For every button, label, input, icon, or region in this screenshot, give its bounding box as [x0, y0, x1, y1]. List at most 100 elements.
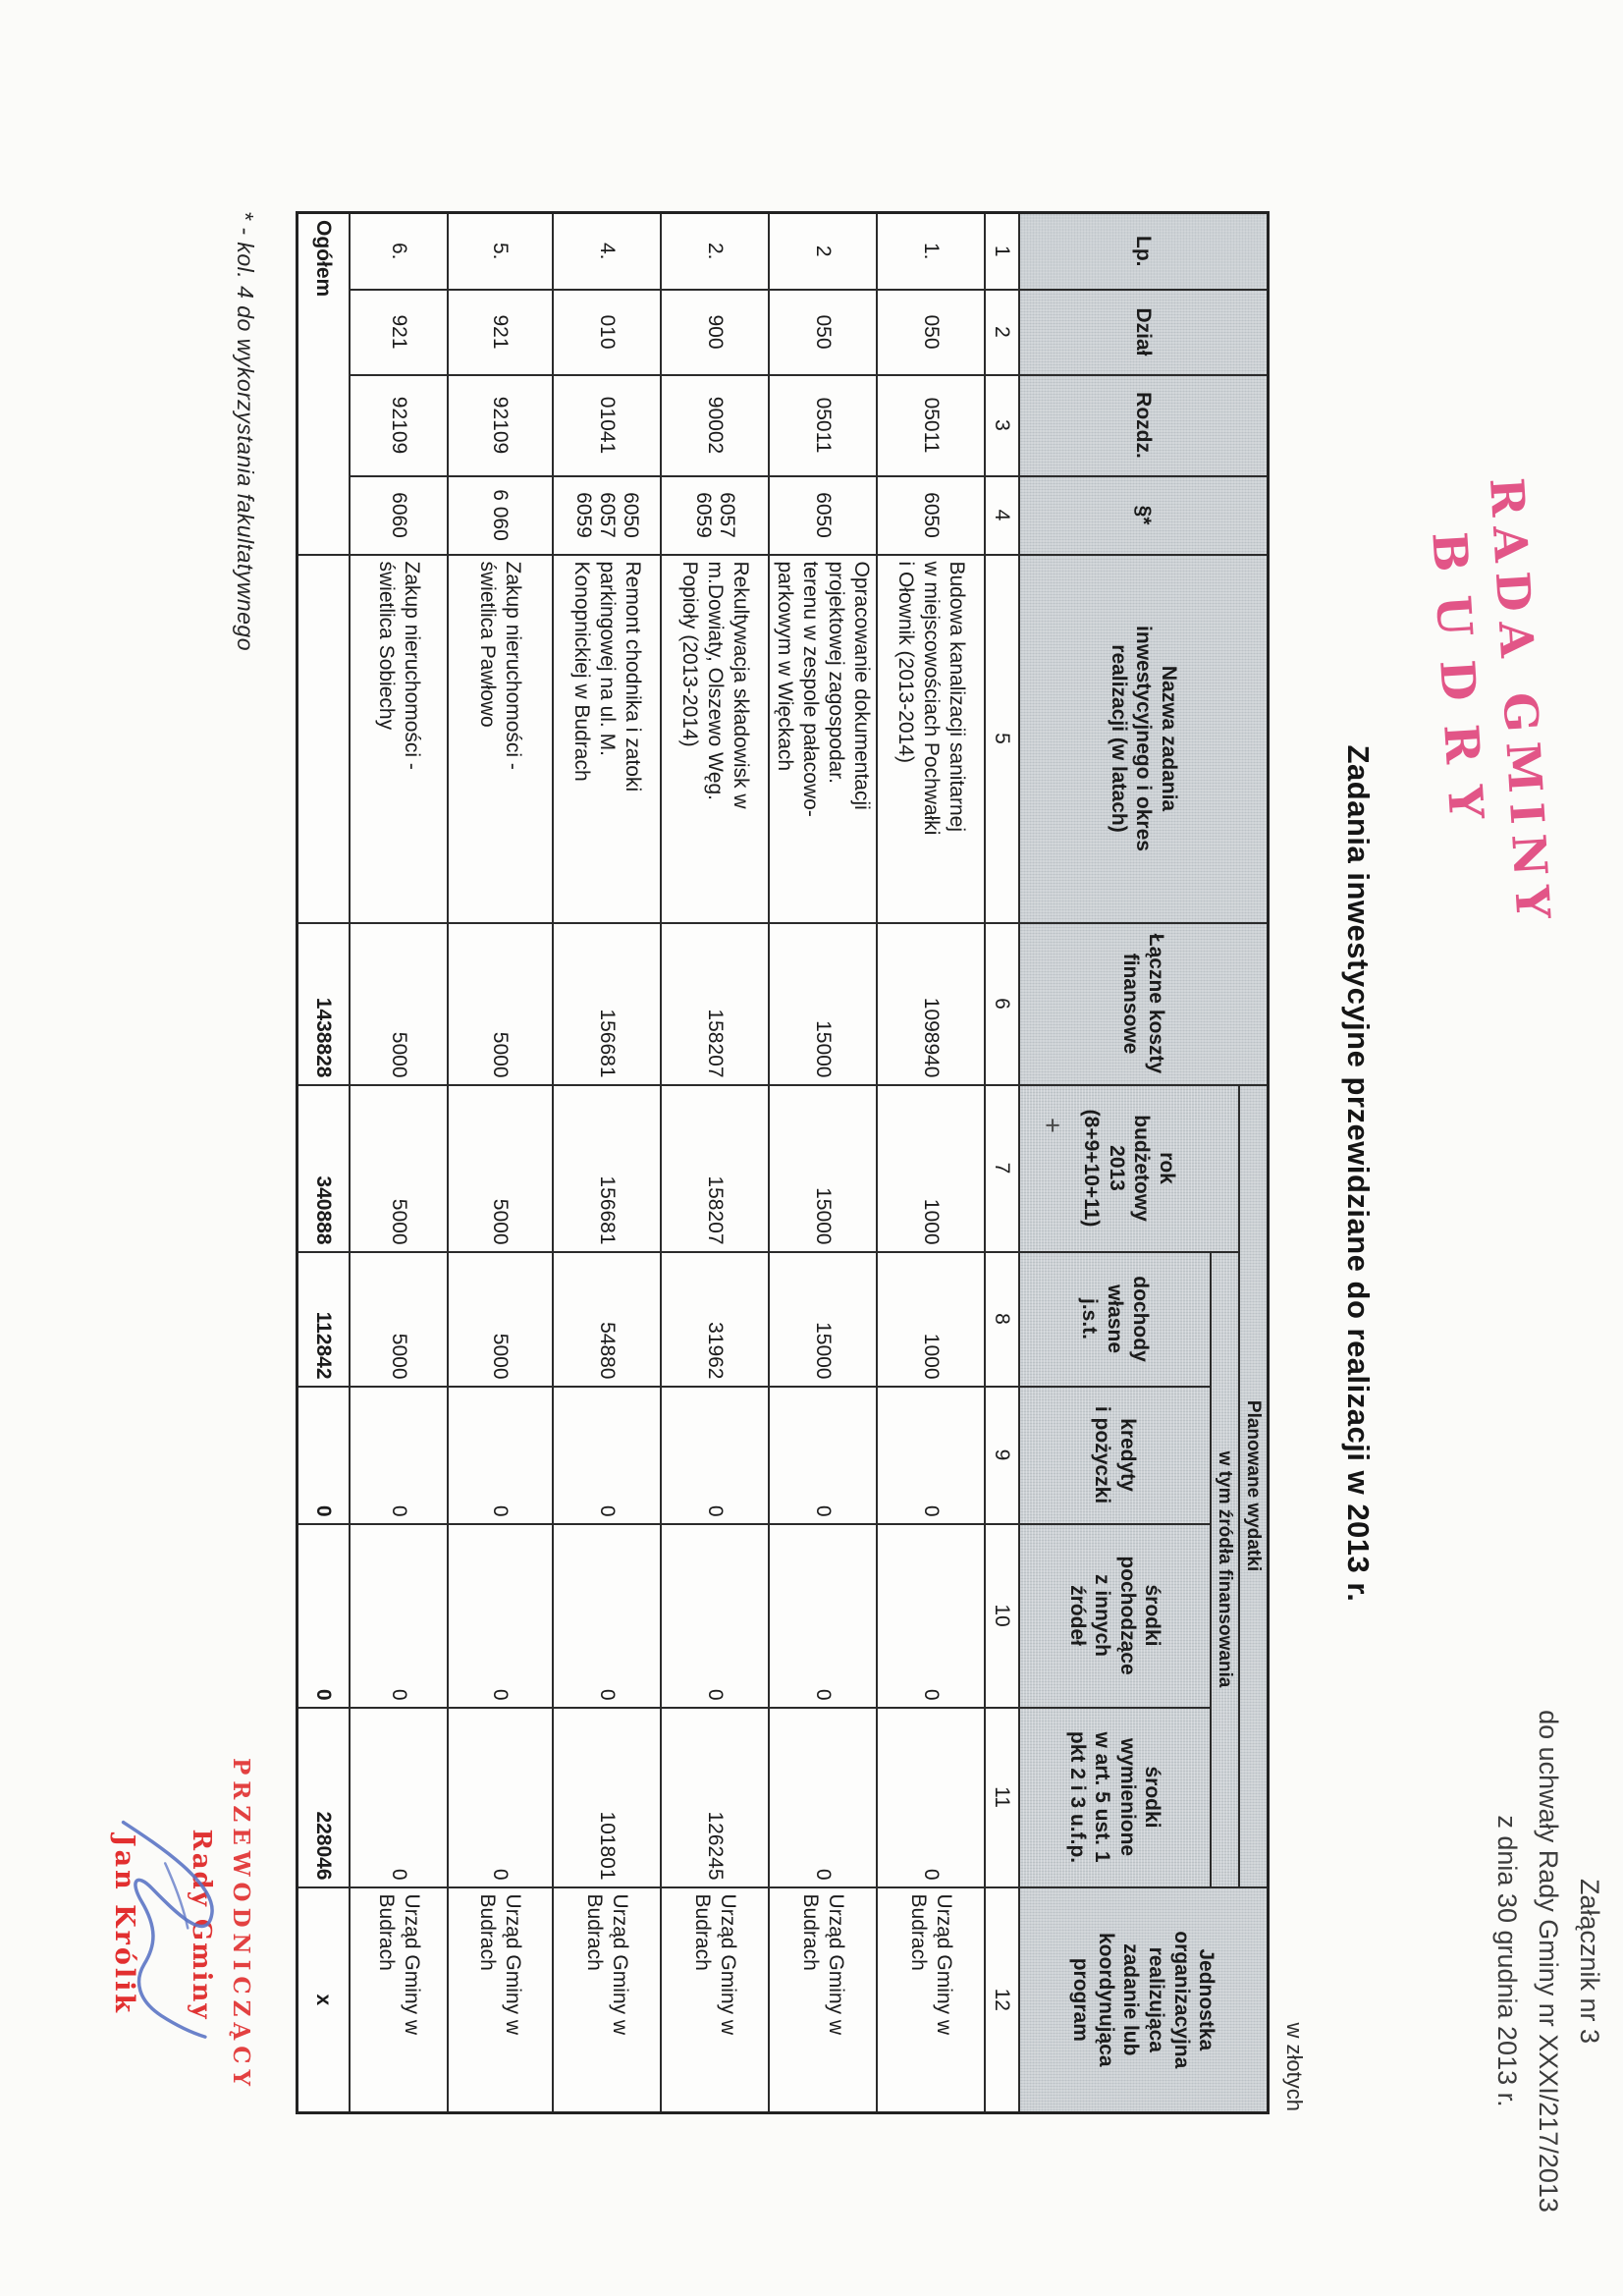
- cell-jednostka: Urząd Gminy w Budrach: [447, 1886, 553, 2113]
- column-number: 12: [984, 1886, 1019, 2113]
- column-number-row: 1 2 3 4 5 6 7 8 9 10 11 12: [984, 212, 1019, 2113]
- header-paragraf: §*: [1018, 475, 1269, 555]
- page-title: Zadania inwestycyjne przewidziane do rea…: [1341, 744, 1376, 1603]
- cell-dzial: 050: [768, 289, 877, 375]
- cell-paragraf: 6050: [768, 475, 877, 555]
- attachment-line-1: Załącznik nr 3: [1575, 1878, 1604, 2045]
- header-dochody-wlasne: dochody własne j.s.t.: [1018, 1251, 1211, 1387]
- attachment-line-3: z dnia 30 grudnia 2013 r.: [1492, 1815, 1523, 2107]
- column-number: 3: [984, 374, 1019, 476]
- signature-scribble: [121, 1820, 214, 2039]
- column-number: 11: [984, 1707, 1019, 1887]
- cell-jednostka: Urząd Gminy w Budrach: [349, 1886, 448, 2113]
- cell-dochody: 54880: [552, 1251, 661, 1387]
- header-lp: Lp.: [1018, 212, 1269, 290]
- table-row: 1. 050 05011 6050 Budowa kanalizacji san…: [876, 212, 985, 2113]
- table-row: 2 050 05011 6050 Opracowanie dokumentacj…: [768, 212, 877, 2113]
- cell-lp: 4.: [552, 212, 661, 290]
- cell-lp: 2: [768, 212, 877, 290]
- cell-lp: 6.: [349, 212, 448, 290]
- cell-dzial: 921: [349, 289, 448, 375]
- total-row: Ogółem 1438828 340888 112842 0 0 228046 …: [297, 212, 350, 2113]
- column-number: 2: [984, 289, 1019, 375]
- cell-srodki-inne: 0: [660, 1523, 769, 1708]
- cell-lp: 2.: [660, 212, 769, 290]
- cell-laczne: 5000: [349, 922, 448, 1085]
- stray-pen-mark: +: [1038, 1118, 1067, 1133]
- cell-srodki-wym: 0: [768, 1707, 877, 1887]
- cell-srodki-inne: 0: [349, 1523, 448, 1708]
- table-row: 2. 900 90002 6057 6059 Rekultywacja skła…: [660, 212, 769, 2113]
- cell-jednostka: Urząd Gminy w Budrach: [660, 1886, 769, 2113]
- cell-nazwa: Zakup nieruchomości - świetlica Pawłowo: [447, 554, 553, 923]
- cell-dzial: 900: [660, 289, 769, 375]
- cell-rozdz: 01041: [552, 374, 661, 476]
- cell-dzial: 921: [447, 289, 553, 375]
- cell-nazwa: Budowa kanalizacji sanitarnej w miejscow…: [876, 554, 985, 923]
- total-jednostka: x: [297, 1886, 350, 2113]
- total-laczne: 1438828: [297, 922, 350, 1085]
- cell-rok: 156681: [552, 1084, 661, 1252]
- cell-kredyty: 0: [876, 1386, 985, 1524]
- cell-nazwa: Zakup nieruchomości - świetlica Sobiechy: [349, 554, 448, 923]
- signature-block: PRZEWODNICZĄCY Rady Gminy Jan Królik: [82, 1753, 254, 2097]
- cell-dochody: 5000: [447, 1251, 553, 1387]
- cell-rok: 5000: [349, 1084, 448, 1252]
- cell-srodki-inne: 0: [768, 1523, 877, 1708]
- cell-paragraf: 6 060: [447, 475, 553, 555]
- table-row: 4. 010 01041 6050 6057 6059 Remont chodn…: [552, 212, 661, 2113]
- cell-dzial: 050: [876, 289, 985, 375]
- header-srodki-inne: środki pochodzące z innych źródeł: [1018, 1523, 1211, 1708]
- cell-srodki-inne: 0: [552, 1523, 661, 1708]
- column-number: 10: [984, 1523, 1019, 1708]
- header-planowane-wydatki: Planowane wydatki: [1238, 1084, 1269, 1887]
- column-number: 4: [984, 475, 1019, 555]
- signature-role-line-1: PRZEWODNICZĄCY: [228, 1758, 254, 2092]
- attachment-line-2: do uchwały Rady Gminy nr XXXI/217/2013: [1534, 1710, 1564, 2213]
- column-number: 6: [984, 922, 1019, 1085]
- cell-laczne: 5000: [447, 922, 553, 1085]
- cell-srodki-inne: 0: [876, 1523, 985, 1708]
- cell-rok: 1000: [876, 1084, 985, 1252]
- column-number: 8: [984, 1251, 1019, 1387]
- column-number: 9: [984, 1386, 1019, 1524]
- total-label: Ogółem: [297, 212, 350, 555]
- column-number: 5: [984, 554, 1019, 923]
- currency-note: w złotych: [1282, 2022, 1307, 2111]
- cell-kredyty: 0: [660, 1386, 769, 1524]
- cell-dzial: 010: [552, 289, 661, 375]
- cell-paragraf: 6057 6059: [660, 475, 769, 555]
- column-number: 1: [984, 212, 1019, 290]
- cell-rok: 5000: [447, 1084, 553, 1252]
- cell-jednostka: Urząd Gminy w Budrach: [552, 1886, 661, 2113]
- cell-srodki-wym: 0: [447, 1707, 553, 1887]
- cell-srodki-wym: 101801: [552, 1707, 661, 1887]
- cell-paragraf: 6050 6057 6059: [552, 475, 661, 555]
- cell-paragraf: 6060: [349, 475, 448, 555]
- cell-nazwa: Opracowanie dokumentacji projektowej zag…: [768, 554, 877, 923]
- cell-rok: 158207: [660, 1084, 769, 1252]
- cell-dochody: 15000: [768, 1251, 877, 1387]
- header-rozdz: Rozdz.: [1018, 374, 1269, 476]
- header-zrodla-finansowania: w tym źródła finansowania: [1210, 1251, 1239, 1887]
- header-dzial: Dział: [1018, 289, 1269, 375]
- cell-rozdz: 05011: [768, 374, 877, 476]
- total-srodki-wym: 228046: [297, 1707, 350, 1887]
- header-row-1: Lp. Dział Rozdz. §* Nazwa zadania inwest…: [1018, 212, 1269, 2113]
- cell-dochody: 5000: [349, 1251, 448, 1387]
- cell-laczne: 1098940: [876, 922, 985, 1085]
- cell-jednostka: Urząd Gminy w Budrach: [768, 1886, 877, 2113]
- header-kredyty: kredyty i pożyczki: [1018, 1386, 1211, 1524]
- table-row: 5. 921 92109 6 060 Zakup nieruchomości -…: [447, 212, 553, 2113]
- cell-kredyty: 0: [447, 1386, 553, 1524]
- cell-kredyty: 0: [552, 1386, 661, 1524]
- total-kredyty: 0: [297, 1386, 350, 1524]
- total-dochody: 112842: [297, 1251, 350, 1387]
- header-srodki-wymienione: środki wymienione w art. 5 ust. 1 pkt 2 …: [1018, 1707, 1211, 1887]
- cell-rozdz: 92109: [447, 374, 553, 476]
- investment-tasks-table: Lp. Dział Rozdz. §* Nazwa zadania inwest…: [296, 211, 1270, 2115]
- cell-rozdz: 92109: [349, 374, 448, 476]
- council-ink-stamp: RADA GMINY BUDRY: [1412, 378, 1566, 1032]
- cell-laczne: 156681: [552, 922, 661, 1085]
